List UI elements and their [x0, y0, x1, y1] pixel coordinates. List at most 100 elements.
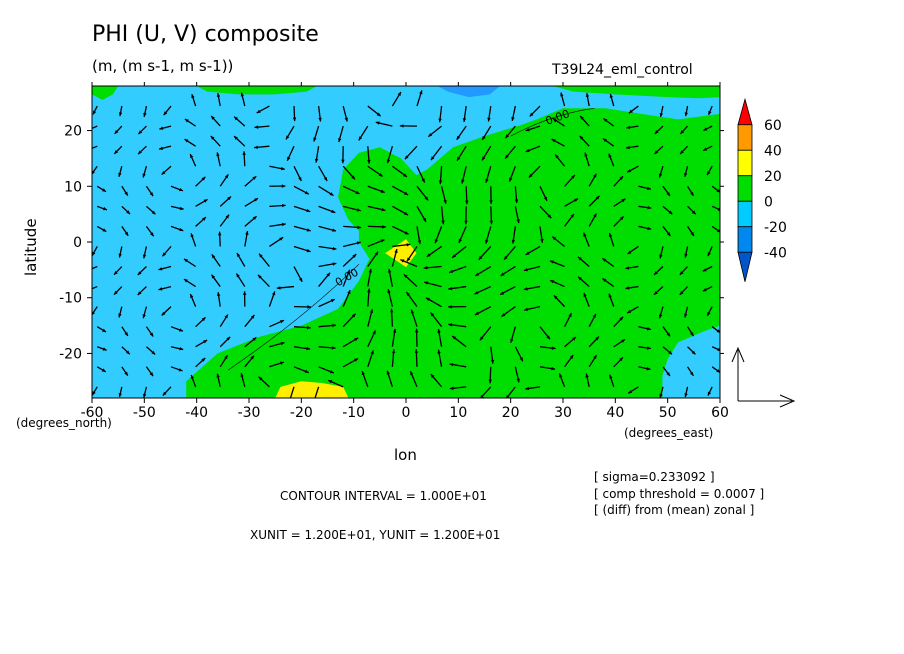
wind-vector-head	[250, 314, 255, 319]
wind-vector-head	[430, 374, 435, 378]
wind-vector-head	[583, 232, 587, 237]
wind-vector-head	[654, 150, 659, 154]
wind-vector-head	[367, 159, 371, 164]
wind-vector-head	[281, 222, 286, 227]
wind-vector-head	[149, 332, 154, 337]
wind-vector-head	[543, 196, 547, 201]
wind-vector-head	[448, 305, 452, 309]
wind-vector-head	[438, 118, 442, 123]
wind-vector-head	[354, 337, 359, 342]
y-tick-label: 0	[73, 235, 82, 251]
wind-vector-head	[609, 93, 614, 98]
wind-vector-head	[143, 112, 147, 117]
wind-vector-head	[149, 372, 154, 377]
wind-vector-head	[509, 177, 513, 182]
wind-vector-head	[216, 373, 220, 378]
wind-vector-head	[646, 366, 651, 371]
wind-vector-head	[608, 153, 612, 158]
wind-vector-head	[330, 299, 335, 303]
colorbar-band	[737, 124, 753, 151]
wind-vector-head	[137, 271, 142, 276]
wind-vector-head	[619, 216, 624, 221]
x-tick-label: 50	[659, 405, 677, 421]
wind-vector-head	[102, 228, 107, 232]
wind-vector-head	[210, 135, 215, 140]
wind-vector-head	[703, 127, 708, 131]
wind-vector-head	[525, 386, 530, 391]
wind-vector-head	[485, 178, 489, 183]
wind-vector-head	[179, 227, 184, 232]
wind-vector-head	[356, 241, 361, 245]
wind-vector-head	[332, 262, 337, 266]
wind-vector-head	[102, 207, 107, 211]
wind-vector-head	[602, 258, 607, 262]
wind-vector-head	[124, 371, 128, 376]
wind-vector-head	[716, 369, 720, 373]
wind-vector-head	[449, 362, 454, 367]
wind-vector-head	[285, 135, 290, 140]
wind-vector	[289, 386, 295, 398]
wind-vector-head	[236, 253, 241, 258]
wind-vector-head	[183, 279, 188, 283]
x-tick-label: -30	[238, 405, 261, 421]
wind-vector-head	[381, 207, 386, 212]
wind-vector-head	[449, 386, 454, 390]
wind-vector-head	[216, 152, 220, 157]
wind-vector-head	[307, 305, 312, 309]
chart-units: (m, (m s-1, m s-1))	[92, 57, 234, 75]
wind-vector-head	[488, 379, 492, 384]
wind-vector-head	[510, 338, 514, 343]
wind-vector-head	[184, 139, 189, 143]
wind-vector-head	[425, 297, 430, 302]
wind-vector-head	[242, 151, 246, 155]
wind-vector-head	[461, 179, 465, 184]
wind-vector-head	[254, 145, 258, 150]
wind-vector-head	[519, 357, 523, 362]
wind-vector-head	[344, 117, 348, 122]
wind-vector-head	[93, 110, 97, 115]
wind-vector-head	[376, 112, 381, 117]
wind-vector-head	[619, 316, 624, 321]
wind-vector-head	[592, 313, 596, 318]
wind-vector-head	[549, 260, 554, 264]
plot-area: 0.000.00	[92, 86, 720, 398]
wind-vector-head	[226, 336, 231, 341]
wind-vector-head	[240, 373, 244, 378]
wind-vector-head	[159, 126, 164, 130]
wind-vector-head	[281, 184, 286, 188]
wind-vector-head	[203, 199, 208, 203]
wind-vector-head	[577, 256, 582, 261]
wind-vector-head	[257, 274, 262, 279]
wind-vector-head	[406, 257, 411, 262]
wind-vector-head	[279, 237, 284, 241]
wind-vector-head	[627, 309, 632, 314]
wind-vector-head	[404, 211, 409, 216]
wind-vector-head	[462, 118, 467, 122]
wind-vector-head	[391, 349, 396, 354]
x-tick-label: -50	[133, 405, 156, 421]
wind-vector-head	[619, 176, 624, 181]
wind-vector-head	[183, 258, 188, 263]
wind-vector-head	[666, 192, 670, 197]
wind-vector-head	[506, 395, 510, 398]
wind-vector-head	[550, 280, 555, 284]
wind-vector-head	[524, 307, 528, 312]
wind-vector-head	[357, 225, 362, 230]
wind-vector-head	[707, 171, 711, 176]
wind-vector-head	[438, 180, 443, 185]
wind-vector-head	[584, 152, 588, 157]
wind-vector-head	[92, 251, 96, 256]
wind-vector-head	[410, 371, 414, 376]
wind-vector-head	[414, 349, 419, 353]
wind-vector-head	[184, 119, 189, 123]
wind-vector-head	[351, 313, 356, 318]
wind-vector-head	[646, 327, 651, 331]
wind-vector-head	[259, 253, 263, 258]
wind-vector-head	[245, 231, 249, 235]
wind-vector-head	[404, 191, 409, 195]
wind-vector-head	[163, 111, 168, 116]
wind-vector-head	[102, 347, 107, 351]
wind-vector-head	[346, 269, 350, 274]
colorbar-band	[737, 226, 753, 253]
reference-vector-v-head	[731, 346, 745, 363]
